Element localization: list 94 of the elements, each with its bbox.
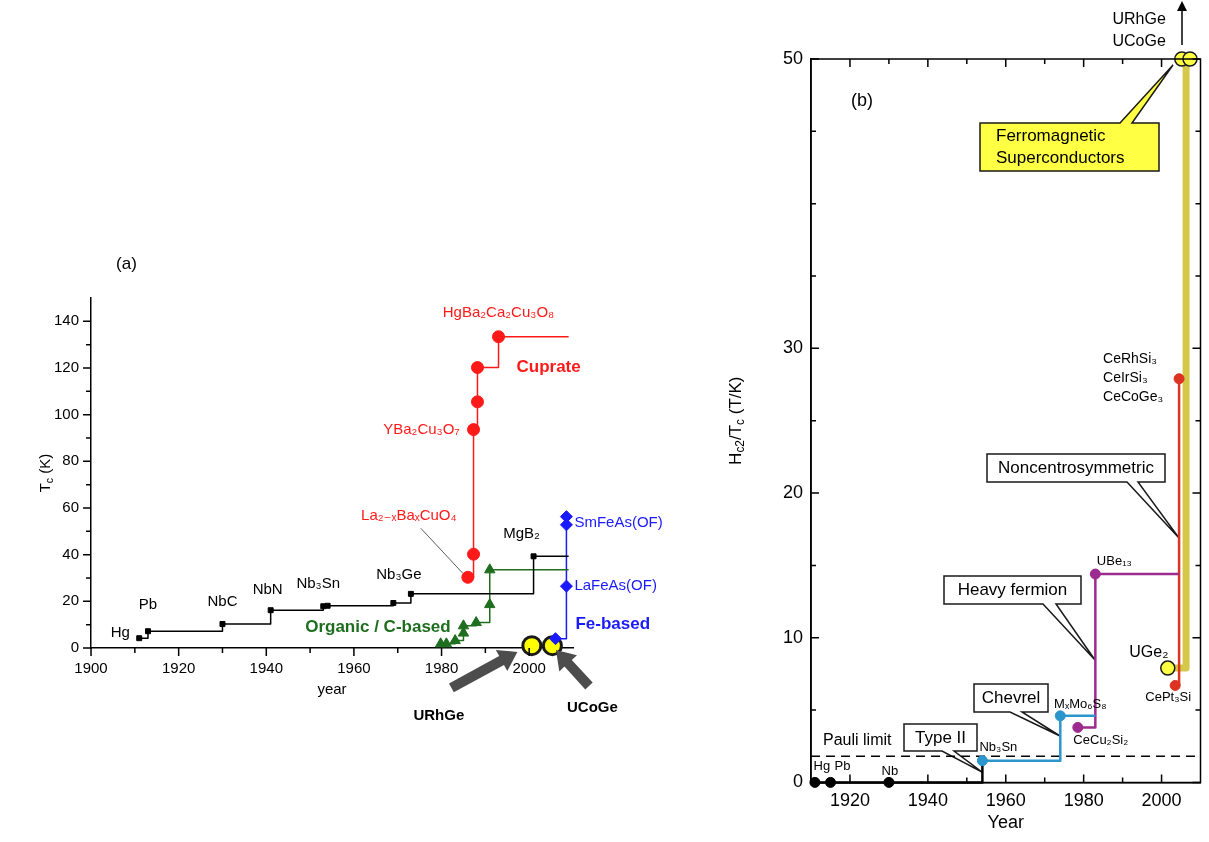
y-tick-label: 10 bbox=[782, 626, 804, 647]
x-tick-label: 1980 bbox=[1063, 790, 1104, 811]
annotation: La₂₋ₓBaₓCuO₄ bbox=[361, 506, 457, 524]
y-axis-title: Hc2/Tc (T/K) bbox=[725, 376, 748, 465]
point bbox=[467, 423, 481, 437]
y-tick-label: 30 bbox=[782, 337, 804, 358]
annotation: Ferromagnetic Superconductors bbox=[995, 126, 1125, 168]
point bbox=[440, 637, 453, 648]
annotation: Nb₃Ge bbox=[376, 565, 422, 583]
x-tick-label: 1960 bbox=[337, 659, 371, 677]
callout: Ferromagnetic Superconductors bbox=[977, 63, 1175, 173]
point bbox=[390, 599, 397, 606]
text: UCoGe bbox=[566, 697, 618, 715]
y-tick-label: 100 bbox=[54, 404, 80, 422]
y-tick-label: 60 bbox=[62, 498, 80, 516]
annotation: NbN bbox=[252, 580, 283, 598]
point bbox=[976, 755, 988, 767]
y-tick-label: 80 bbox=[62, 451, 80, 469]
annotation: YBa₂Cu₃O₇ bbox=[383, 419, 460, 437]
annotation: Hg bbox=[110, 623, 130, 641]
annotation: Type II bbox=[915, 728, 967, 748]
y-axis-title: Tc (K) bbox=[36, 453, 56, 493]
y-tick-label: 40 bbox=[62, 544, 80, 562]
point bbox=[1173, 373, 1185, 385]
point bbox=[461, 570, 475, 584]
series-label: Fe-based bbox=[575, 614, 651, 634]
chart-title: (a) bbox=[116, 253, 137, 273]
annotation: Pb bbox=[138, 595, 158, 613]
y-tick-label: 120 bbox=[54, 358, 80, 376]
point bbox=[1072, 721, 1084, 733]
annotation: Heavy fermion bbox=[958, 580, 1068, 600]
annotation: SmFeAs(OF) bbox=[574, 512, 663, 530]
annotation: Nb bbox=[881, 762, 899, 778]
point bbox=[492, 330, 506, 344]
annotation: CeRhSi₃ CeIrSi₃ CeCoGe₃ bbox=[1103, 349, 1164, 404]
point bbox=[1169, 679, 1181, 691]
x-tick-label: 1920 bbox=[161, 659, 196, 677]
x-tick-label: 1940 bbox=[249, 659, 283, 677]
y-tick-label: 0 bbox=[70, 638, 80, 656]
annotation: URhGe UCoGe bbox=[1112, 10, 1166, 50]
y-tick-label: 0 bbox=[793, 771, 804, 792]
point bbox=[470, 616, 482, 627]
annotation: Pb bbox=[834, 757, 851, 773]
point bbox=[145, 628, 151, 635]
x-tick-label: 2000 bbox=[1141, 790, 1182, 811]
point bbox=[470, 395, 484, 409]
annotation: UBe₁₃ bbox=[1096, 552, 1132, 568]
annotation: NbC bbox=[207, 592, 238, 610]
point bbox=[467, 547, 481, 561]
point bbox=[1054, 710, 1066, 722]
y-tick-label: 20 bbox=[62, 591, 80, 609]
annotation: Hg bbox=[813, 757, 831, 773]
annotation: Chevrel bbox=[981, 688, 1041, 708]
series-label: Cuprate bbox=[516, 357, 581, 377]
point bbox=[407, 590, 414, 597]
point bbox=[136, 635, 143, 642]
point bbox=[521, 635, 543, 657]
x-tick-label: 1940 bbox=[907, 790, 948, 811]
annotation: Nb₃Sn bbox=[296, 574, 341, 592]
y-tick-label: 50 bbox=[782, 47, 804, 68]
point bbox=[484, 563, 496, 574]
annotation: HgBa₂Ca₂Cu₃O₈ bbox=[442, 302, 555, 320]
x-tick-label: 2000 bbox=[512, 659, 546, 677]
x-tick-label: 1980 bbox=[424, 659, 459, 677]
point bbox=[1089, 568, 1101, 580]
point bbox=[1160, 660, 1176, 676]
point bbox=[484, 598, 496, 609]
x-axis-title: Year bbox=[987, 812, 1024, 833]
point bbox=[559, 579, 573, 593]
annotation: Noncentrosymmetric bbox=[998, 458, 1155, 478]
point bbox=[324, 602, 331, 609]
annotation: Nb₃Sn bbox=[979, 739, 1018, 755]
point bbox=[449, 634, 461, 645]
y-tick-label: 140 bbox=[54, 311, 80, 329]
x-tick-label: 1900 bbox=[74, 659, 108, 677]
text: URhGe bbox=[413, 705, 465, 723]
point bbox=[530, 553, 537, 560]
y-tick-label: 20 bbox=[782, 482, 804, 503]
point bbox=[267, 607, 274, 614]
series-label: Organic / C-based bbox=[305, 617, 451, 637]
text: (b) bbox=[851, 89, 874, 110]
annotation: CePt₃Si bbox=[1145, 689, 1192, 705]
point bbox=[825, 776, 836, 788]
point bbox=[219, 620, 226, 627]
point bbox=[457, 619, 470, 630]
annotation: CeCu₂Si₂ bbox=[1073, 732, 1129, 747]
x-axis-title: year bbox=[317, 680, 347, 698]
annotation: LaFeAs(OF) bbox=[574, 576, 657, 594]
annotation: UGe₂ bbox=[1129, 642, 1169, 660]
annotation: MgB₂ bbox=[503, 524, 541, 542]
x-tick-label: 1960 bbox=[985, 790, 1026, 811]
point bbox=[470, 361, 484, 375]
ref-line-label: Pauli limit bbox=[823, 730, 893, 748]
x-tick-label: 1920 bbox=[829, 790, 870, 811]
